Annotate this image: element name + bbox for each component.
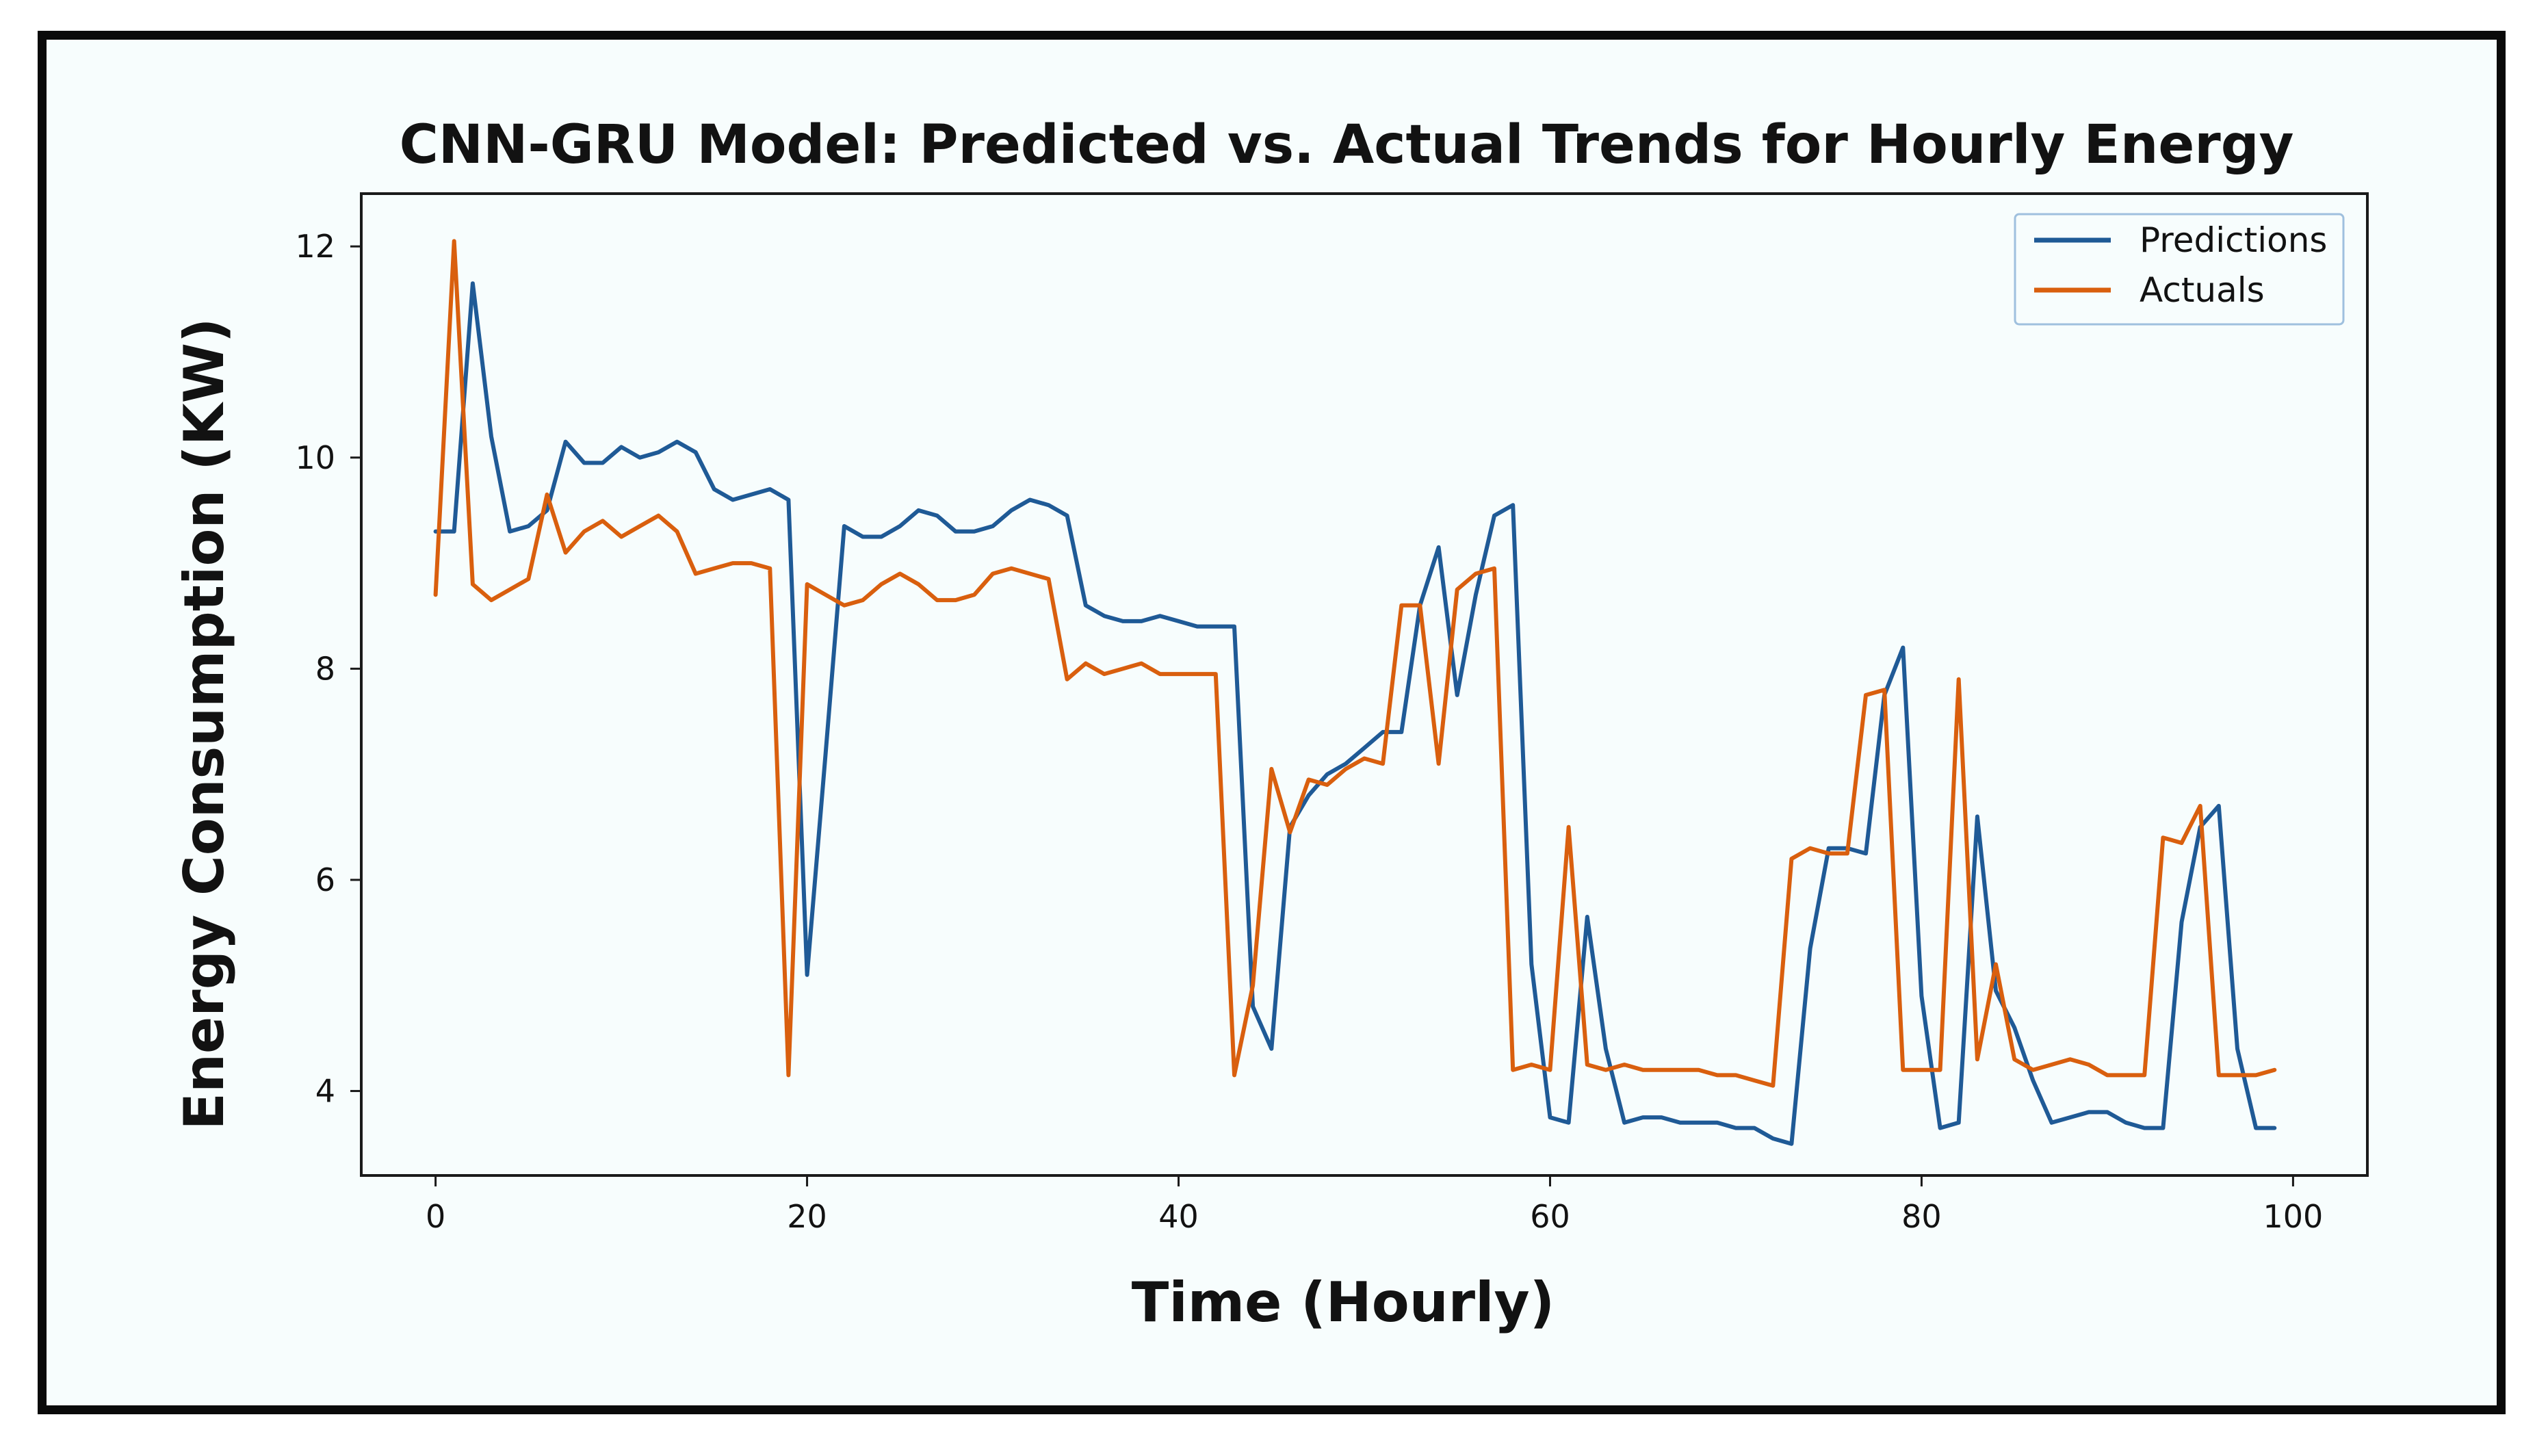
chart-frame: CNN-GRU Model: Predicted vs. Actual Tren… <box>38 31 2506 1414</box>
x-tick-label-60: 60 <box>1530 1198 1570 1235</box>
plot-area-group: 0 20 40 60 80 100 4 6 8 10 12 <box>295 192 2369 1235</box>
y-tick-label-10: 10 <box>295 439 335 476</box>
x-axis-label: Time (Hourly) <box>1132 1271 1555 1334</box>
series-line-actuals <box>433 239 2277 1088</box>
legend: Predictions Actuals <box>2014 213 2345 326</box>
plot-frame <box>360 192 2369 1177</box>
legend-label-predictions: Predictions <box>2140 220 2327 260</box>
y-tick-label-12: 12 <box>295 228 335 265</box>
x-tick-label-20: 20 <box>787 1198 827 1235</box>
x-tick-label-0: 0 <box>426 1198 445 1235</box>
y-tick-label-8: 8 <box>315 650 335 687</box>
x-tick-label-80: 80 <box>1901 1198 1942 1235</box>
legend-label-actuals: Actuals <box>2140 270 2265 310</box>
chart-canvas: CNN-GRU Model: Predicted vs. Actual Tren… <box>172 114 2369 1334</box>
y-axis-label: Energy Consumption (KW) <box>172 317 236 1130</box>
chart-title: CNN-GRU Model: Predicted vs. Actual Tren… <box>400 114 2294 176</box>
x-tick-label-40: 40 <box>1158 1198 1199 1235</box>
x-tick-label-100: 100 <box>2263 1198 2324 1235</box>
series-line-predictions <box>433 281 2277 1146</box>
y-tick-label-6: 6 <box>315 861 335 898</box>
y-tick-label-4: 4 <box>315 1073 335 1110</box>
